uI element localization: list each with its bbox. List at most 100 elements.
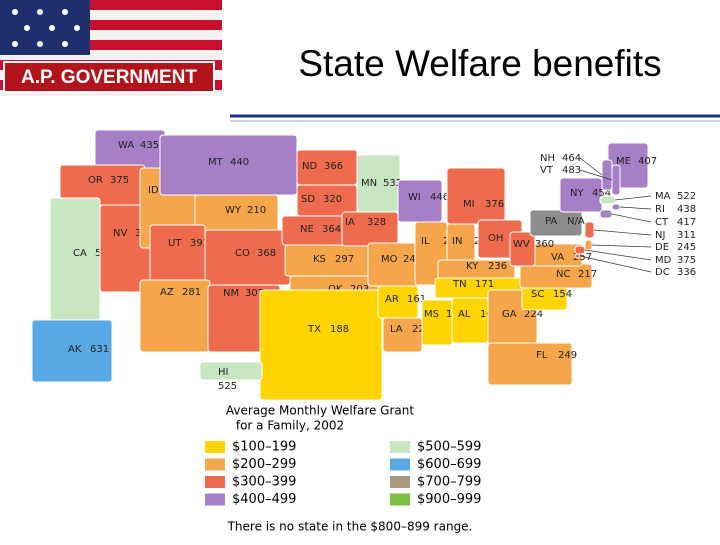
state-abbr: ND [302,161,317,172]
state-shape [611,164,621,196]
state-value: 311 [677,230,696,241]
state-shape [446,167,506,225]
state-value: 245 [677,242,696,253]
state-value: 217 [578,269,597,280]
legend-title: for a Family, 2002 [236,419,344,433]
legend-label: $600–699 [417,457,481,472]
state-abbr: KY [466,261,479,272]
state-value: 440 [230,157,249,168]
state-abbr: MT [208,157,224,168]
leader-line [579,157,603,176]
state-abbr: NH [540,153,555,164]
state-abbr: WY [225,205,242,216]
state-value: 454 [592,188,611,199]
state-value: 281 [182,287,201,298]
legend-swatch [390,441,410,453]
state-value: 320 [323,194,342,205]
state-abbr: WA [118,140,134,151]
state-abbr: DE [655,242,669,253]
state-shape [574,253,581,259]
state-value: 240 [403,254,422,265]
state-abbr: NY [570,188,584,199]
state-abbr: NE [300,224,314,235]
state-value: 483 [562,165,581,176]
state-abbr: CO [235,248,250,259]
leader-line [591,244,652,248]
state-value: 522 [677,191,696,202]
state-value: 393 [190,238,209,249]
state-value: 364 [322,224,341,235]
state-abbr: HI [218,367,228,378]
state-value: 360 [535,239,554,250]
leader-line [619,206,652,210]
legend-swatch [205,441,225,453]
legend-swatch [390,458,410,471]
state-abbr: UT [168,238,182,249]
legend-swatch [390,493,410,506]
state-abbr: CT [655,217,669,228]
state-abbr: RI [655,204,665,215]
state-shape [559,177,603,213]
state-abbr: IA [345,217,355,228]
map: WA435OR375CA510NV326ID289MT440WY210UT393… [31,129,696,401]
state-shape [584,221,595,239]
state-value: 417 [677,217,696,228]
state-value: 366 [324,161,343,172]
state-abbr: ID [148,185,159,196]
state-value: 368 [257,248,276,259]
state-abbr: KS [313,254,326,265]
state-shape [601,159,613,191]
state-abbr: MO [381,254,398,265]
state-abbr: GA [502,309,517,320]
state-value: 532 [383,178,402,189]
state-abbr: CA [73,248,87,259]
state-abbr: MI [463,199,475,210]
state-value: 631 [90,344,109,355]
state-value: 464 [562,153,581,164]
leader-line [579,169,613,181]
logo: A.P. GOVERNMENT [0,0,222,96]
state-shape [259,289,383,401]
state-shape [529,209,583,237]
state-abbr: AR [385,294,399,305]
state-value: 376 [485,199,504,210]
state-abbr: MD [655,255,672,266]
legend-label: $900–999 [417,492,481,507]
state-value: 249 [558,350,577,361]
state-abbr: NC [556,269,570,280]
logo-text: A.P. GOVERNMENT [21,67,197,88]
state-value: 435 [140,140,159,151]
legend-label: $500–599 [417,440,481,455]
state-abbr: OH [488,233,503,244]
leader-line [593,229,652,236]
legend-note: There is no state in the $800–899 range. [227,520,473,534]
state-abbr: AK [68,344,82,355]
legend: Average Monthly Welfare Grant for a Fami… [196,400,506,538]
state-shape [49,197,101,336]
state-shape [284,244,371,277]
state-abbr: NV [113,228,127,239]
state-abbr: LA [390,324,403,335]
state-shape [487,342,573,386]
leader-line [584,249,652,261]
state-value: N/A [567,216,585,227]
state-abbr: ME [616,156,631,167]
legend-label: $300–399 [232,475,296,490]
leader-line [579,255,652,273]
legend-swatch [205,476,225,488]
leader-line [611,213,652,223]
state-value: 407 [638,156,657,167]
state-abbr: IN [452,236,462,247]
state-shape [31,319,113,383]
slide-title: State Welfare benefits [298,43,661,84]
state-shape [574,245,586,255]
state-value: 171 [475,279,494,290]
state-abbr: SD [301,194,315,205]
state-abbr: DC [655,267,670,278]
state-abbr: TN [452,279,467,290]
state-value: 161 [407,294,426,305]
state-value: 154 [553,289,572,300]
legend-swatch [205,493,225,506]
legend-box [196,400,506,538]
state-shape [599,195,616,205]
